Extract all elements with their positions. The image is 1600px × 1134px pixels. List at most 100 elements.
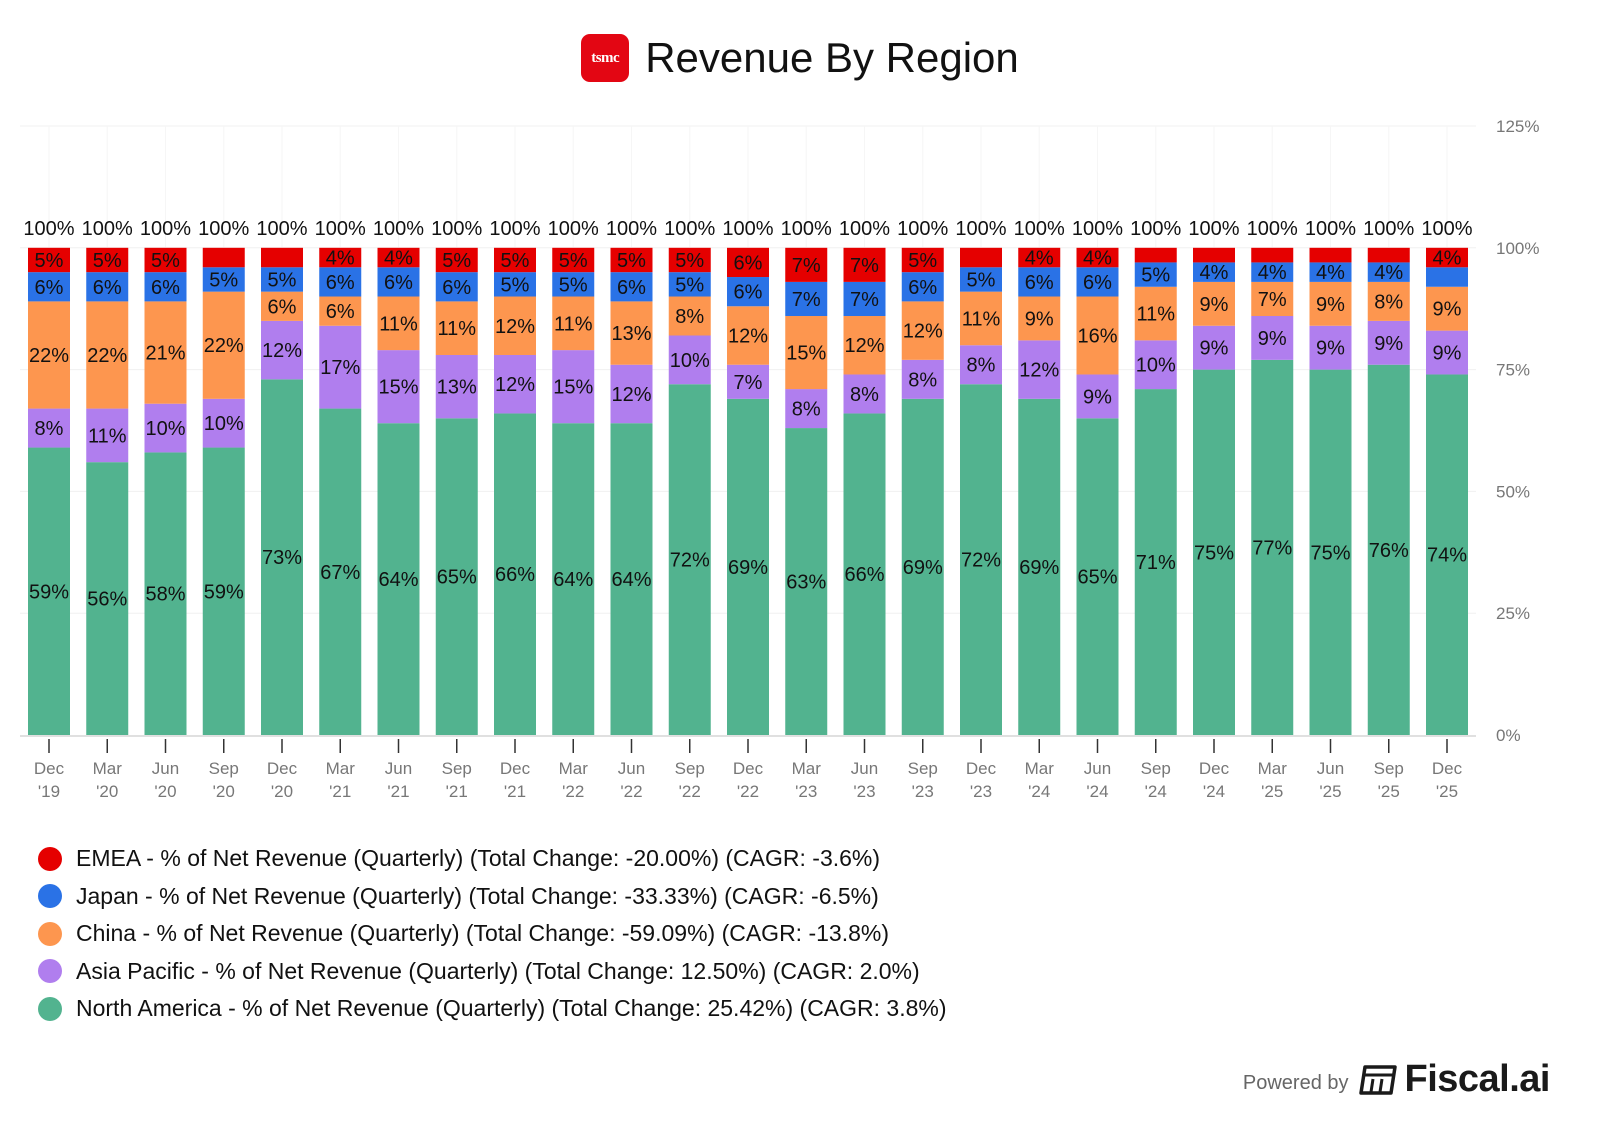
bar-segment-china: [202, 291, 245, 399]
total-label: 100%: [722, 218, 773, 240]
data-label: 9%: [1374, 333, 1403, 355]
logo-text: tsmc: [591, 49, 620, 66]
data-label: 77%: [1252, 537, 1292, 559]
bar-segment-japan: [377, 267, 420, 297]
data-label: 69%: [903, 557, 943, 579]
x-tick-label-year: '21: [504, 782, 526, 801]
bar-stack: 74% 9% 9% 4% 100% Dec '25: [1421, 218, 1472, 801]
bar-stack: 71% 10% 11% 5% 100% Sep '24: [1130, 218, 1181, 801]
data-label: 63%: [786, 572, 826, 594]
data-label: 6%: [617, 277, 646, 299]
legend-item-japan[interactable]: Japan - % of Net Revenue (Quarterly) (To…: [38, 878, 947, 916]
bar-stack: 69% 7% 12% 6% 6% 100% Dec '22: [722, 218, 773, 801]
x-tick-label-year: '21: [387, 782, 409, 801]
data-label: 10%: [145, 418, 185, 440]
x-tick-label-month: Dec: [267, 759, 298, 778]
bar-stack: 72% 8% 11% 5% 100% Dec '23: [955, 218, 1006, 801]
bar-segment-north-america: [727, 398, 769, 735]
x-tick-label-month: Dec: [1432, 759, 1463, 778]
tsmc-logo: tsmc: [581, 34, 630, 82]
x-tick-label-month: Dec: [500, 759, 531, 778]
bar-segment-japan: [144, 272, 187, 302]
x-tick-label-month: Sep: [442, 759, 472, 778]
bar-segment-north-america: [1367, 364, 1410, 735]
x-tick-label-year: '25: [1378, 782, 1400, 801]
total-label: 100%: [1188, 218, 1239, 240]
bar-segment-china: [319, 296, 362, 326]
y-tick-label: 75%: [1496, 361, 1530, 380]
data-label: 12%: [728, 325, 768, 347]
total-label: 100%: [373, 218, 424, 240]
bar-segment-asia-pacific: [1426, 330, 1468, 375]
x-tick-label-year: '23: [853, 782, 875, 801]
legend-item-north-america[interactable]: North America - % of Net Revenue (Quarte…: [38, 990, 947, 1028]
bar-segment-north-america: [1193, 369, 1235, 735]
data-label: 11%: [437, 318, 476, 340]
bar-segment-china: [1018, 296, 1061, 341]
bar-segment-asia-pacific: [1076, 374, 1119, 419]
total-label: 100%: [606, 218, 657, 240]
bar-stack: 63% 8% 15% 7% 7% 100% Mar '23: [781, 218, 832, 801]
legend-item-emea[interactable]: EMEA - % of Net Revenue (Quarterly) (Tot…: [38, 840, 947, 878]
bar-stack: 66% 8% 12% 7% 7% 100% Jun '23: [839, 218, 890, 801]
data-label: 5%: [501, 274, 530, 296]
data-label: 4%: [1200, 262, 1229, 284]
bar-segment-asia-pacific: [552, 350, 595, 424]
data-label: 13%: [437, 377, 477, 399]
data-label: 11%: [962, 308, 1001, 330]
bar-segment-china: [377, 296, 420, 351]
bar-segment-emea: [86, 247, 129, 273]
x-tick-label-year: '20: [271, 782, 293, 801]
x-tick-label-year: '22: [679, 782, 701, 801]
bar-segment-china: [1076, 296, 1119, 375]
data-label: 12%: [611, 384, 651, 406]
bar-stack: 69% 12% 9% 6%4% 100% Mar '24: [1014, 218, 1065, 801]
bar-segment-japan: [610, 272, 653, 302]
data-label: 6%: [734, 282, 763, 304]
bar-segment-emea: [202, 247, 245, 268]
data-label: 11%: [554, 313, 593, 335]
y-tick-label: 50%: [1496, 482, 1530, 501]
fiscal-ai-brand[interactable]: Fiscal.ai: [1358, 1058, 1551, 1101]
bar-segment-china: [1309, 281, 1352, 326]
bar-segment-north-america: [144, 452, 187, 735]
total-label: 100%: [315, 218, 366, 240]
x-tick-label-month: Sep: [1374, 759, 1404, 778]
bar-segment-emea: [901, 247, 944, 273]
data-label: 64%: [553, 569, 593, 591]
bar-segment-asia-pacific: [843, 374, 886, 414]
bar-stack: 72% 10% 8% 5%5% 100% Sep '22: [664, 218, 715, 801]
bar-segment-japan: [1309, 262, 1352, 282]
bar-segment-asia-pacific: [960, 345, 1002, 385]
data-label: 5%: [908, 250, 937, 272]
data-label: 4%: [1083, 248, 1112, 270]
data-label: 64%: [611, 569, 651, 591]
total-label: 100%: [1421, 218, 1472, 240]
bar-segment-china: [552, 296, 595, 351]
legend-item-china[interactable]: China - % of Net Revenue (Quarterly) (To…: [38, 915, 947, 953]
total-label: 100%: [548, 218, 599, 240]
data-label: 71%: [1136, 552, 1176, 574]
x-tick-label-month: Sep: [1141, 759, 1171, 778]
bar-segment-asia-pacific: [1309, 325, 1352, 370]
data-label: 4%: [326, 248, 355, 270]
data-label: 11%: [379, 313, 418, 335]
data-label: 4%: [1258, 262, 1287, 284]
data-label: 6%: [326, 301, 355, 323]
data-label: 8%: [35, 418, 64, 440]
data-label: 10%: [1136, 355, 1176, 377]
total-label: 100%: [82, 218, 133, 240]
bar-segment-emea: [1251, 247, 1294, 263]
bar-segment-china: [1367, 281, 1410, 321]
data-label: 7%: [850, 289, 879, 311]
data-label: 12%: [262, 340, 302, 362]
bar-segment-emea: [960, 247, 1002, 268]
legend-item-asia-pacific[interactable]: Asia Pacific - % of Net Revenue (Quarter…: [38, 953, 947, 991]
bar-segment-asia-pacific: [144, 403, 187, 453]
bar-stack: 65% 9% 16% 6%4% 100% Jun '24: [1072, 218, 1123, 801]
bar-segment-japan: [901, 272, 944, 302]
data-label: 22%: [29, 345, 69, 367]
x-tick-label-year: '24: [1203, 782, 1225, 801]
bar-segment-north-america: [901, 398, 944, 735]
data-label: 9%: [1433, 343, 1462, 365]
